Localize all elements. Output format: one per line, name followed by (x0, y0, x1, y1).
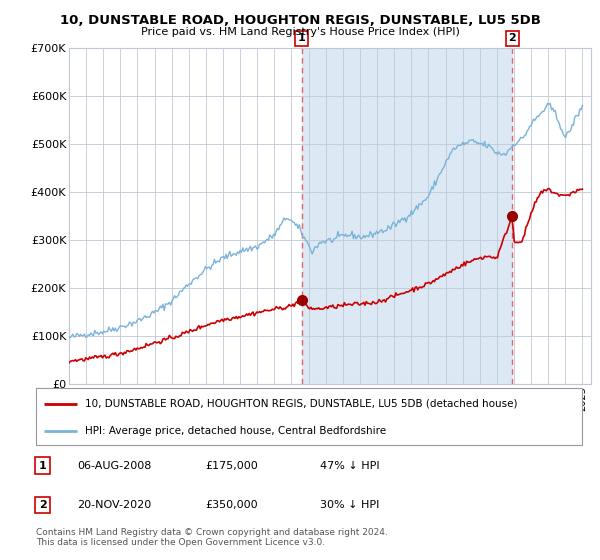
FancyBboxPatch shape (36, 388, 582, 445)
Bar (302, 48, 512, 384)
Text: Contains HM Land Registry data © Crown copyright and database right 2024.
This d: Contains HM Land Registry data © Crown c… (36, 528, 388, 547)
Text: 10, DUNSTABLE ROAD, HOUGHTON REGIS, DUNSTABLE, LU5 5DB: 10, DUNSTABLE ROAD, HOUGHTON REGIS, DUNS… (59, 14, 541, 27)
Text: 06-AUG-2008: 06-AUG-2008 (77, 460, 151, 470)
Text: £350,000: £350,000 (205, 500, 258, 510)
Text: 2: 2 (38, 500, 46, 510)
Text: £175,000: £175,000 (205, 460, 258, 470)
Text: 47% ↓ HPI: 47% ↓ HPI (320, 460, 380, 470)
Text: 20-NOV-2020: 20-NOV-2020 (77, 500, 151, 510)
Text: HPI: Average price, detached house, Central Bedfordshire: HPI: Average price, detached house, Cent… (85, 426, 386, 436)
Text: 1: 1 (38, 460, 46, 470)
Text: Price paid vs. HM Land Registry's House Price Index (HPI): Price paid vs. HM Land Registry's House … (140, 27, 460, 37)
Text: 10, DUNSTABLE ROAD, HOUGHTON REGIS, DUNSTABLE, LU5 5DB (detached house): 10, DUNSTABLE ROAD, HOUGHTON REGIS, DUNS… (85, 399, 518, 409)
Text: 2: 2 (508, 34, 516, 44)
Text: 30% ↓ HPI: 30% ↓ HPI (320, 500, 379, 510)
Text: 1: 1 (298, 34, 305, 44)
